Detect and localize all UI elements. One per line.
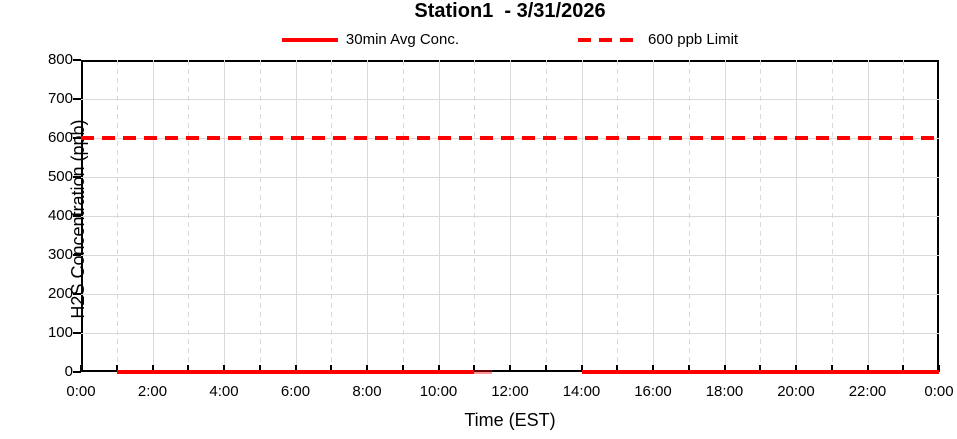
- x-tick-label: 0:00: [66, 383, 96, 400]
- x-axis-tick: [616, 365, 619, 372]
- y-axis-tick: [73, 59, 81, 61]
- y-tick-label: 0: [64, 363, 73, 380]
- vertical-gridline: [295, 60, 297, 372]
- x-axis-tick: [580, 365, 583, 372]
- vertical-gridline: [474, 60, 476, 372]
- legend-label-avg-conc: 30min Avg Conc.: [345, 31, 460, 48]
- x-tick-label: 10:00: [419, 383, 458, 400]
- x-axis-tick: [723, 365, 726, 372]
- y-axis-tick: [73, 215, 81, 217]
- x-tick-label: 16:00: [634, 383, 672, 400]
- vertical-gridline: [188, 60, 190, 372]
- vertical-gridline: [510, 60, 511, 372]
- y-tick-label: 200: [47, 285, 73, 302]
- limit-line-segment: [81, 136, 939, 140]
- x-axis-tick: [258, 365, 261, 372]
- x-axis-tick: [80, 365, 82, 372]
- x-axis-tick: [294, 365, 297, 372]
- avg-conc-line-segment: [581, 370, 939, 374]
- x-axis-tick: [187, 365, 190, 372]
- vertical-gridline: [581, 60, 583, 372]
- x-tick-label: 14:00: [562, 383, 601, 400]
- x-axis-title: Time (EST): [464, 410, 556, 430]
- x-axis-tick: [437, 365, 440, 372]
- x-axis-tick: [401, 365, 404, 372]
- y-tick-label: 700: [47, 90, 73, 107]
- x-tick-label: 4:00: [209, 383, 239, 400]
- legend-label-limit: 600 ppb Limit: [648, 31, 739, 48]
- x-axis-tick: [902, 365, 905, 372]
- y-tick-label: 300: [47, 246, 73, 263]
- x-tick-label: 2:00: [137, 383, 168, 400]
- chart-title: Station1 - 3/31/2026: [414, 0, 606, 22]
- vertical-gridline: [152, 60, 154, 372]
- vertical-gridline: [688, 60, 690, 372]
- x-axis-tick: [544, 365, 547, 372]
- vertical-gridline: [116, 60, 118, 372]
- vertical-gridline: [831, 60, 833, 372]
- x-tick-label: 8:00: [352, 383, 382, 400]
- y-axis-tick: [73, 137, 81, 139]
- vertical-gridline: [545, 60, 547, 372]
- x-tick-label: 0:00: [924, 383, 954, 400]
- x-axis-tick: [830, 365, 833, 372]
- x-axis-tick: [366, 365, 368, 372]
- y-tick-label: 500: [47, 168, 73, 185]
- vertical-gridline: [653, 60, 654, 372]
- solid-line-swatch-icon: [281, 37, 338, 42]
- vertical-gridline: [224, 60, 225, 372]
- vertical-gridline: [331, 60, 333, 372]
- x-axis-tick: [115, 365, 118, 372]
- legend-item-avg-conc: 30min Avg Conc.: [281, 31, 460, 48]
- dashed-line-swatch-icon: [578, 37, 641, 42]
- y-tick-label: 600: [47, 129, 73, 146]
- vertical-gridline: [867, 60, 869, 372]
- x-axis-tick: [509, 365, 511, 372]
- y-tick-label: 100: [47, 324, 73, 341]
- vertical-gridline: [259, 60, 261, 372]
- vertical-gridline: [617, 60, 619, 372]
- avg-conc-line-segment: [474, 370, 493, 374]
- x-axis-tick: [223, 365, 225, 372]
- y-axis-tick: [73, 176, 81, 178]
- x-axis-tick: [687, 365, 690, 372]
- y-axis-tick: [73, 254, 81, 256]
- vertical-gridline: [438, 60, 440, 372]
- plot-area: H2S Concentration (ppb) 800 700 600 500 400 3…: [48, 51, 954, 400]
- x-tick-label: 12:00: [491, 383, 529, 400]
- x-axis-tick: [652, 365, 654, 372]
- avg-conc-line-segment: [116, 370, 475, 374]
- y-axis-tick: [73, 332, 81, 334]
- x-axis-tick: [938, 365, 940, 372]
- x-tick-label: 20:00: [777, 383, 815, 400]
- x-axis-tick: [795, 365, 797, 372]
- legend: 30min Avg Conc. 600 ppb Limit: [81, 31, 939, 48]
- y-tick-label: 400: [47, 207, 73, 224]
- vertical-gridline: [760, 60, 762, 372]
- vertical-gridline: [724, 60, 726, 372]
- x-axis-tick: [151, 365, 154, 372]
- vertical-gridline: [796, 60, 797, 372]
- vertical-gridline: [903, 60, 905, 372]
- vertical-gridline: [402, 60, 404, 372]
- y-tick-label: 800: [47, 51, 73, 68]
- y-axis-tick: [73, 98, 81, 100]
- x-tick-label: 6:00: [280, 383, 311, 400]
- x-tick-label: 18:00: [705, 383, 744, 400]
- x-axis-tick: [759, 365, 762, 372]
- x-axis-tick: [473, 365, 476, 372]
- y-axis-tick: [73, 371, 81, 373]
- x-tick-label: 22:00: [848, 383, 887, 400]
- x-axis-tick: [330, 365, 333, 372]
- legend-item-limit: 600 ppb Limit: [578, 31, 738, 48]
- vertical-gridline: [367, 60, 368, 372]
- x-axis-tick: [866, 365, 869, 372]
- y-axis-tick: [73, 293, 81, 295]
